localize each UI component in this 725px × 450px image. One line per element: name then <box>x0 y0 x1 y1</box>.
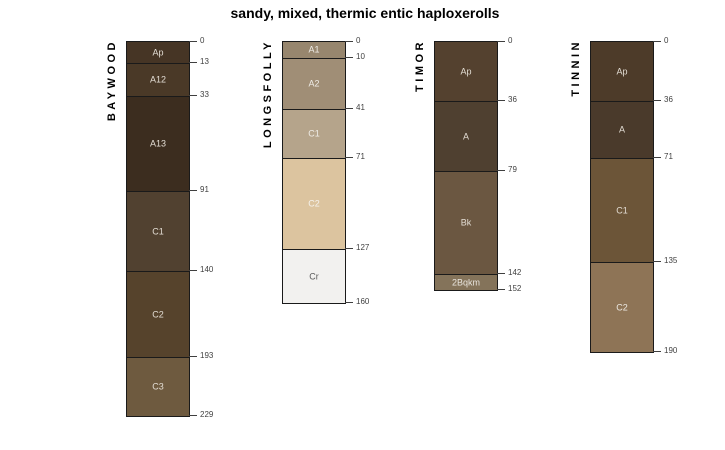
depth-tick-line <box>497 41 505 42</box>
horizon-segment: A2 <box>283 58 345 109</box>
horizon-name-label: A1 <box>308 44 320 55</box>
soil-profile-column: A1 A2 C1 C2 Cr <box>282 41 346 304</box>
depth-tick-label: 229 <box>200 410 214 419</box>
depth-tick-label: 0 <box>200 36 205 45</box>
depth-tick-line <box>189 41 197 42</box>
horizon-name-label: Cr <box>309 271 319 281</box>
depth-tick-label: 79 <box>508 165 517 174</box>
depth-tick-label: 41 <box>356 103 365 112</box>
depth-tick-line <box>497 100 505 101</box>
depth-tick-line <box>345 248 353 249</box>
depth-tick-line <box>653 351 661 352</box>
soil-profile-column: Ap A12 A13 C1 C2 C3 <box>126 41 190 417</box>
horizon-name-label: A13 <box>149 138 166 149</box>
depth-tick-line <box>189 356 197 357</box>
horizon-segment: C1 <box>591 158 653 262</box>
horizon-name-label: A <box>618 124 625 135</box>
horizon-segment: C3 <box>127 357 189 416</box>
horizon-segment: C1 <box>127 191 189 271</box>
horizon-name-label: A <box>462 131 469 141</box>
depth-tick-line <box>497 289 505 290</box>
depth-tick-line <box>345 108 353 109</box>
figure-title: sandy, mixed, thermic entic haploxerolls <box>230 5 500 21</box>
horizon-segment: A <box>591 101 653 158</box>
horizon-name-label: A12 <box>149 74 166 85</box>
horizon-segment: C2 <box>283 158 345 249</box>
horizon-segment: Ap <box>435 42 497 101</box>
horizon-segment: Cr <box>283 249 345 303</box>
horizon-name-label: C1 <box>152 226 164 236</box>
soil-profile-column: Ap A Bk 2Bqkm <box>434 41 498 291</box>
soil-profile-column: Ap A C1 C2 <box>590 41 654 353</box>
depth-tick-label: 193 <box>200 351 214 360</box>
depth-tick-label: 0 <box>508 36 513 45</box>
horizon-name-label: Ap <box>152 47 164 57</box>
horizon-segment: C1 <box>283 109 345 158</box>
depth-tick-line <box>189 415 197 416</box>
depth-tick-label: 0 <box>664 36 669 45</box>
depth-tick-label: 36 <box>508 95 517 104</box>
horizon-segment: A1 <box>283 42 345 58</box>
depth-tick-label: 10 <box>356 52 365 61</box>
horizon-segment: C2 <box>127 271 189 357</box>
horizon-name-label: C1 <box>616 205 628 215</box>
horizon-name-label: A2 <box>308 78 320 89</box>
depth-tick-line <box>189 62 197 63</box>
profile-id-label: LONGSFOLLY <box>262 39 274 149</box>
horizon-segment: A <box>435 101 497 171</box>
depth-tick-line <box>345 41 353 42</box>
depth-tick-label: 142 <box>508 268 522 277</box>
profile-id-label: BAYWOOD <box>106 39 118 122</box>
horizon-name-label: C3 <box>152 381 164 392</box>
horizon-name-label: C2 <box>152 309 164 319</box>
depth-tick-label: 33 <box>200 90 209 99</box>
depth-tick-line <box>345 302 353 303</box>
depth-tick-line <box>345 57 353 58</box>
horizon-segment: Ap <box>591 42 653 101</box>
depth-tick-label: 91 <box>200 185 209 194</box>
horizon-name-label: Ap <box>616 66 628 76</box>
depth-tick-line <box>653 157 661 158</box>
profile-id-label: TINNIN <box>570 39 582 97</box>
depth-tick-line <box>497 273 505 274</box>
depth-tick-label: 127 <box>356 243 370 252</box>
horizon-name-label: Ap <box>460 66 472 76</box>
depth-tick-label: 36 <box>664 95 673 104</box>
horizon-segment: 2Bqkm <box>435 274 497 290</box>
horizon-segment: Bk <box>435 171 497 274</box>
depth-tick-label: 135 <box>664 256 678 265</box>
horizon-segment: C2 <box>591 262 653 352</box>
depth-tick-label: 0 <box>356 36 361 45</box>
depth-tick-label: 190 <box>664 346 678 355</box>
depth-tick-label: 140 <box>200 265 214 274</box>
depth-tick-line <box>345 157 353 158</box>
depth-tick-line <box>189 270 197 271</box>
depth-tick-label: 160 <box>356 297 370 306</box>
horizon-segment: A13 <box>127 96 189 191</box>
depth-tick-line <box>653 41 661 42</box>
horizon-segment: A12 <box>127 63 189 96</box>
horizon-segment: Ap <box>127 42 189 63</box>
depth-tick-label: 13 <box>200 57 209 66</box>
depth-tick-line <box>189 190 197 191</box>
depth-tick-label: 71 <box>356 152 365 161</box>
horizon-name-label: 2Bqkm <box>451 277 480 287</box>
depth-tick-label: 152 <box>508 284 522 293</box>
horizon-name-label: C2 <box>308 198 320 209</box>
depth-tick-label: 71 <box>664 152 673 161</box>
horizon-name-label: Bk <box>460 217 472 228</box>
depth-tick-line <box>497 170 505 171</box>
depth-tick-line <box>653 100 661 101</box>
profile-id-label: TIMOR <box>414 39 426 92</box>
depth-tick-line <box>189 95 197 96</box>
horizon-name-label: C2 <box>616 302 628 312</box>
horizon-name-label: C1 <box>308 128 320 139</box>
depth-tick-line <box>653 261 661 262</box>
